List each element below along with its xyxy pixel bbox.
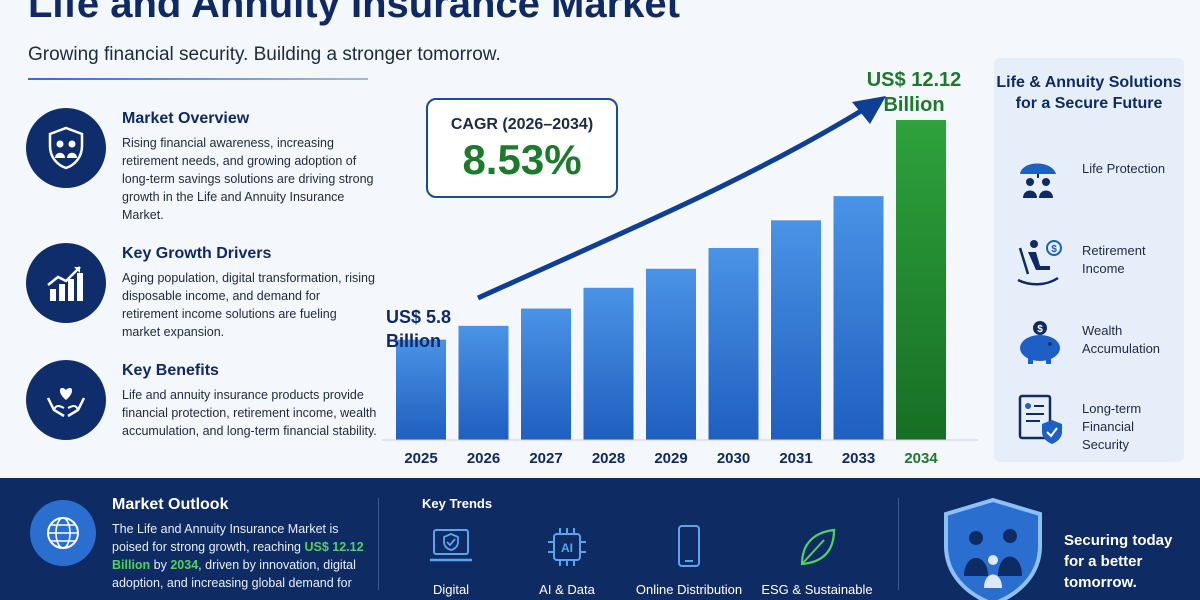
bar-2031 (771, 220, 821, 440)
start-value-label: US$ 5.8 Billion (386, 305, 476, 353)
market-overview-text: Rising financial awareness, increasing r… (122, 136, 374, 222)
x-tick-label: 2027 (529, 450, 562, 467)
x-tick-label: 2028 (592, 450, 625, 467)
heart-hands-icon (26, 360, 106, 440)
x-tick-label: 2026 (467, 450, 500, 467)
bar-2030 (708, 248, 759, 440)
market-overview-title: Market Overview (122, 110, 250, 127)
umbrella-family-icon (1020, 163, 1056, 198)
market-outlook-footer: Market Outlook The Life and Annuity Insu… (0, 478, 1200, 600)
end-value-amount: US$ 12.12 (866, 69, 962, 91)
rocking-chair-icon: $ (1017, 240, 1062, 286)
page-title: Life and Annuity Insurance Market (28, 0, 680, 26)
solution-label: Life Protection (1082, 161, 1166, 176)
growth-chart-icon (26, 243, 106, 323)
trend-label: AI & Data (539, 582, 595, 597)
key-growth-drivers-title: Key Growth Drivers (122, 245, 272, 262)
svg-text:$: $ (1037, 324, 1043, 335)
page-subtitle: Growing financial security. Building a s… (28, 44, 501, 65)
cagr-value: 8.53% (462, 136, 582, 183)
subtitle-divider (28, 78, 368, 80)
x-tick-label: 2034 (904, 450, 938, 467)
family-shield-icon (26, 108, 106, 188)
x-tick-label: 2030 (717, 450, 750, 467)
cagr-card: CAGR (2026–2034) 8.53% (426, 98, 618, 198)
solution-label: Long-term Financial Security (1082, 401, 1142, 452)
bar-2034 (896, 120, 946, 440)
bar-2033 (833, 196, 884, 440)
bar-2027 (521, 308, 571, 440)
bar-2026 (458, 325, 509, 440)
trend-label: Digital (432, 582, 470, 597)
solution-item-wealth-accumulation: $ Wealth Accumulation (1012, 314, 1182, 378)
key-benefits-title: Key Benefits (122, 362, 219, 379)
start-value-amount: US$ 5.8 (386, 307, 452, 327)
outlook-text-part: , driven by innovation, digital adoption… (112, 558, 356, 590)
outlook-text-part: The Life and Annuity Insurance Market is… (112, 522, 339, 554)
footer-divider (898, 498, 899, 590)
solution-label: Retirement Income (1082, 243, 1146, 276)
solutions-panel-title: Life & Annuity Solutions for a Secure Fu… (996, 74, 1182, 112)
x-tick-label: 2031 (779, 450, 812, 467)
solution-item-life-protection: Life Protection (1012, 152, 1182, 216)
market-outlook-title: Market Outlook (112, 496, 229, 513)
end-value-unit: Billion (883, 94, 945, 116)
key-trends-title: Key Trends (422, 496, 493, 511)
key-benefits-text: Life and annuity insurance products prov… (122, 388, 377, 438)
trend-online-distribution: Online Distribution (624, 524, 754, 600)
cagr-label: CAGR (2026–2034) (450, 116, 594, 133)
start-value-unit: Billion (386, 331, 441, 351)
end-value-label: US$ 12.12 Billion (852, 68, 976, 118)
growth-arrow (476, 105, 868, 301)
document-shield-icon (1018, 394, 1062, 444)
family-shield-icon (944, 497, 1042, 600)
key-growth-drivers-text: Aging population, digital transformation… (122, 271, 375, 339)
x-tick-label: 2033 (842, 450, 875, 467)
laptop-shield-icon (430, 529, 472, 562)
outlook-highlight-year: 2034 (170, 558, 199, 572)
bar-2029 (646, 268, 696, 440)
trend-esg-sustainable: ESG & Sustainable (752, 524, 882, 600)
outlook-highlight-value: US$ 12.12 Billion (112, 540, 364, 572)
footer-divider (378, 498, 379, 590)
growth-arrow-head (852, 96, 886, 124)
solution-label: Wealth Accumulation (1082, 323, 1161, 356)
leaf-icon (800, 528, 836, 566)
x-tick-label: 2025 (404, 450, 437, 467)
trend-label: ESG & Sustainable (761, 582, 873, 597)
market-size-bar-chart: 2025 2026 2027 2028 2029 2030 2031 2033 2034 (382, 96, 978, 467)
outlook-text-part: by (150, 558, 171, 572)
solutions-panel: Life & Annuity Solutions for a Secure Fu… (994, 58, 1184, 462)
tagline: Securing today for a better tomorrow. (1064, 532, 1173, 591)
trend-digital: Digital (386, 524, 516, 600)
solution-item-financial-security: Long-term Financial Security (1012, 392, 1182, 456)
trend-label: Online Distribution (635, 582, 743, 597)
globe-icon (30, 500, 96, 566)
ai-chip-icon: AI (548, 528, 586, 566)
bar-2025 (396, 339, 446, 440)
solution-item-retirement-income: $ Retirement Income (1012, 234, 1182, 298)
svg-text:$: $ (1051, 244, 1057, 255)
market-outlook-text: The Life and Annuity Insurance Market is… (112, 520, 374, 592)
smartphone-icon (678, 525, 700, 567)
piggy-bank-icon: $ (1020, 321, 1060, 364)
trend-ai-data: AI AI & Data (502, 524, 632, 600)
svg-text:AI: AI (561, 541, 573, 555)
x-tick-label: 2029 (654, 450, 687, 467)
bar-2028 (583, 287, 634, 440)
